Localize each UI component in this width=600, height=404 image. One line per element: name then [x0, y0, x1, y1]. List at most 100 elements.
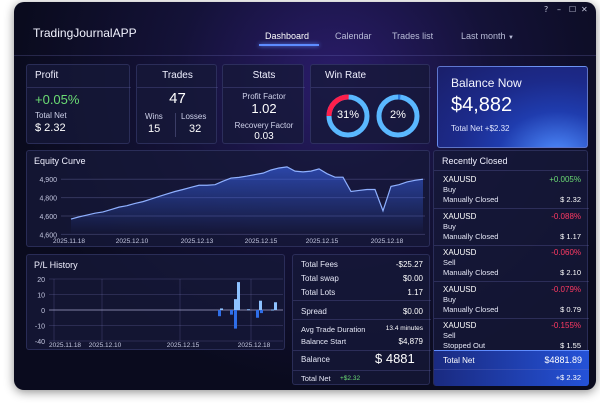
x-tick-label: 2025.12.15 [167, 342, 200, 349]
summary-label: Spread [301, 307, 327, 316]
balance-title: Balance Now [451, 76, 522, 90]
total-net-value: $4881.89 [544, 355, 582, 365]
trade-percent: +0.005% [549, 175, 581, 184]
x-tick-label: 2025.12.18 [238, 342, 271, 349]
balance-value: $ 4881 [375, 351, 415, 366]
pl-bar [230, 310, 233, 315]
list-item: XAUUSD Buy Manually Closed +0.005% $ 2.32 [434, 173, 589, 209]
app-title: TradingJournalAPP [33, 26, 137, 40]
y-tick-label: 4,900 [39, 177, 57, 184]
pl-bar [234, 299, 237, 310]
tab-dashboard[interactable]: Dashboard [265, 31, 310, 41]
y-tick-label: 4,600 [39, 232, 57, 239]
total-net-value: +$2.32 [340, 375, 361, 382]
total-net-row: Total Net $4881.89 +$ 2.32 [434, 350, 589, 386]
trade-percent: -0.088% [551, 211, 581, 221]
period-dropdown[interactable]: Last month ▼ [461, 31, 514, 41]
trade-amount: $ 2.32 [560, 195, 581, 204]
trade-symbol: XAUUSD [443, 211, 477, 221]
pl-history-card: P/L History 20 10 0 -10 -40 2025.11.18 2025.12… [26, 254, 285, 350]
active-tab-indicator [259, 44, 319, 46]
card-title: Profit [35, 70, 59, 81]
equity-line [70, 166, 424, 220]
trade-side: Sell [443, 331, 456, 340]
total-net-label: Total Net [301, 374, 331, 383]
win-rate-card: Win Rate 31% 2% [310, 64, 431, 144]
trade-symbol: XAUUSD [443, 321, 477, 330]
pl-history-chart: 20 10 0 -10 -40 2025.11.18 2025.12.10 2025.12.1… [35, 277, 283, 349]
total-net-delta: +$ 2.32 [555, 373, 581, 382]
summary-label: Total Fees [301, 260, 338, 269]
x-tick-label: 2025.11.18 [49, 342, 81, 349]
trade-symbol: XAUUSD [443, 284, 477, 294]
tab-trades-list[interactable]: Trades list [392, 31, 434, 41]
summary-value: 1.17 [407, 288, 423, 297]
balance-card: Balance Now $4,882 Total Net +$2.32 [437, 66, 588, 148]
trade-side: Buy [443, 185, 456, 194]
maximize-button[interactable]: ☐ [569, 5, 577, 14]
recently-closed-card: Recently Closed XAUUSD Buy Manually Closed… [433, 150, 589, 386]
trade-status: Manually Closed [443, 195, 499, 204]
trade-amount: $ 1.17 [560, 231, 581, 241]
card-title: Stats [252, 70, 276, 81]
summary-label: Total Lots [301, 288, 336, 297]
trade-amount: $ 1.55 [560, 341, 581, 350]
wins-label: Wins [145, 112, 163, 121]
total-net-label: Total Net [35, 111, 67, 120]
y-tick-label: 4,800 [39, 196, 57, 203]
trade-amount: $ 0.79 [560, 304, 581, 314]
period-value: Last month [461, 31, 506, 41]
gauge-arc [326, 94, 370, 138]
trade-status: Manually Closed [443, 268, 499, 277]
y-tick-label: -10 [35, 324, 45, 331]
tab-calendar[interactable]: Calendar [335, 31, 372, 41]
minimize-button[interactable]: – [557, 5, 561, 14]
win-rate-gauges [326, 94, 420, 138]
divider [434, 317, 589, 319]
pl-bar [256, 310, 259, 318]
balance-value: $4,882 [451, 94, 513, 116]
summary-value: $0.00 [402, 307, 423, 316]
pl-bar [247, 309, 250, 311]
card-title: Equity Curve [34, 156, 86, 166]
equity-card: Equity Curve 4,900 4,800 4,600 4,600 2025.11… [26, 150, 430, 247]
divider [434, 281, 589, 282]
x-tick-label: 2025.11.18 [53, 238, 85, 245]
y-tick-label: 10 [37, 293, 45, 300]
summary-value: 13.4 minutes [385, 325, 423, 332]
divider [293, 300, 431, 301]
balance-net: Total Net +$2.32 [451, 124, 510, 133]
profit-factor-label: Profit Factor [242, 92, 286, 101]
total-net-label: Total Net [443, 356, 475, 365]
close-button[interactable]: ✕ [581, 5, 588, 14]
profit-percent: +0.05% [35, 92, 80, 107]
divider [293, 319, 431, 320]
summary-label: Total swap [301, 274, 339, 283]
trades-total: 47 [169, 90, 186, 107]
stats-card: Stats Profit Factor 1.02 Recovery Factor… [222, 64, 305, 144]
summary-label: Avg Trade Duration [301, 325, 366, 334]
card-title: P/L History [34, 260, 78, 270]
list-item: XAUUSD Sell Stopped Out -0.155% $ 1.55 [434, 319, 589, 355]
x-tick-label: 2025.12.10 [116, 238, 149, 245]
y-tick-label: 4,600 [39, 214, 57, 221]
trades-card: Trades 47 Wins 15 Losses 32 [136, 64, 218, 144]
pl-bar [237, 282, 240, 310]
trade-status: Manually Closed [443, 231, 499, 241]
list-item: XAUUSD Sell Manually Closed -0.060% $ 2.10 [434, 246, 589, 282]
trade-symbol: XAUUSD [443, 175, 477, 184]
divider [434, 244, 589, 246]
divider [293, 350, 431, 351]
trade-side: Sell [443, 258, 456, 267]
trade-percent: -0.155% [551, 321, 581, 330]
pl-bar [218, 310, 221, 317]
trade-status: Manually Closed [443, 304, 499, 314]
profit-factor-value: 1.02 [251, 101, 277, 116]
card-title: Recently Closed [442, 156, 508, 166]
losses-label: Losses [181, 112, 207, 121]
list-item: XAUUSD Buy Manually Closed -0.088% $ 1.17 [434, 210, 589, 246]
help-button[interactable]: ? [544, 5, 549, 14]
list-item: XAUUSD Buy Manually Closed -0.079% $ 0.79 [434, 283, 589, 319]
pl-bar [274, 302, 277, 310]
